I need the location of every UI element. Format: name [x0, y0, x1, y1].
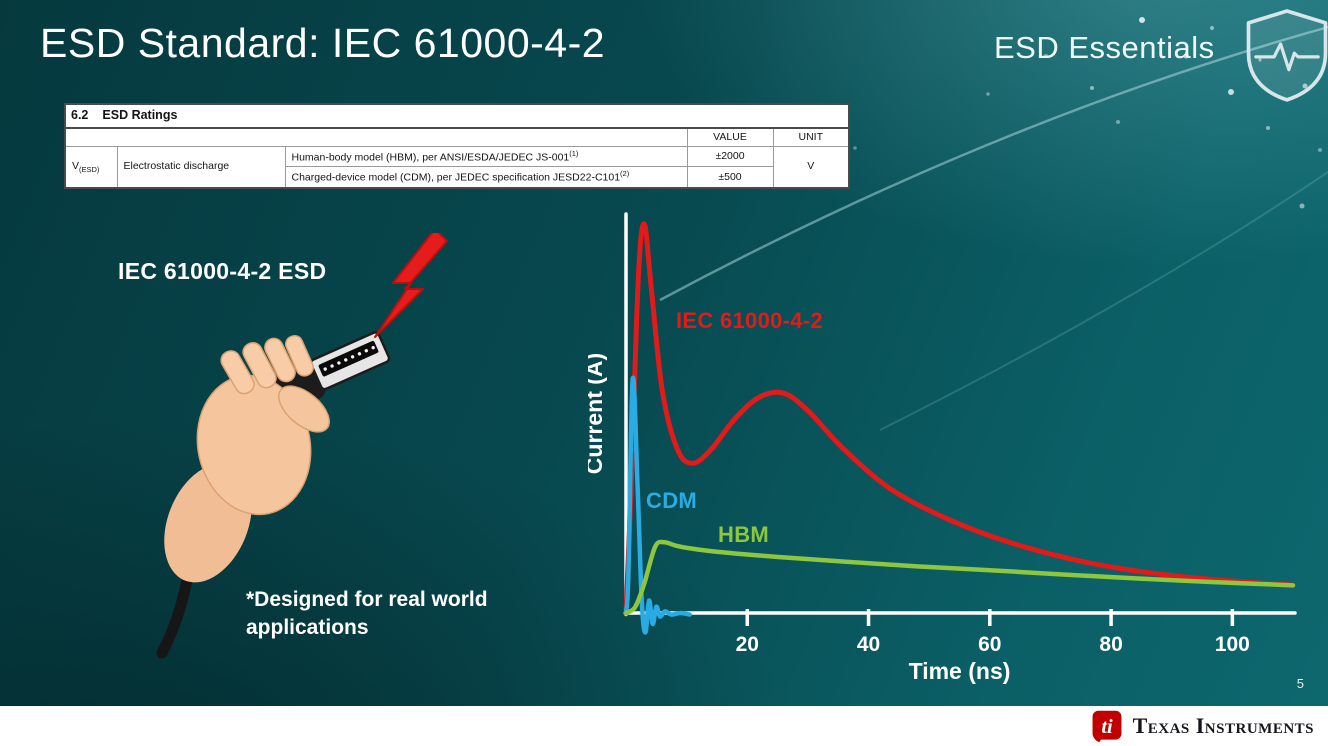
iec-esd-label: IEC 61000-4-2 ESD: [118, 258, 327, 284]
table-row: V(ESD) Electrostatic discharge Human-bod…: [64, 145, 850, 189]
hand-icon: [164, 334, 330, 583]
table-row: Charged-device model (CDM), per JEDEC sp…: [65, 166, 849, 189]
svg-text:Time (ns): Time (ns): [909, 658, 1011, 684]
svg-text:60: 60: [978, 633, 1001, 656]
series-label-cdm: CDM: [646, 488, 698, 513]
svg-text:100: 100: [1215, 633, 1250, 656]
esd-waveform-chart: 20 40 60 80 100 Time (ns) Current (A) IEC 6100…: [581, 198, 1298, 690]
brand-title: ESD Essentials: [994, 30, 1215, 65]
ti-bug-icon: ti: [1092, 710, 1122, 743]
unit-cell: V: [772, 145, 850, 189]
designed-for-real-world-note: *Designed for real world applications: [246, 588, 488, 640]
svg-text:80: 80: [1099, 633, 1122, 656]
section-number: 6.2: [71, 108, 89, 122]
svg-text:20: 20: [736, 633, 759, 656]
esd-shield-icon: [1243, 6, 1328, 109]
ti-logo: ti Texas Instruments: [1090, 709, 1314, 743]
series-label-hbm: HBM: [718, 522, 770, 547]
svg-text:ti: ti: [1101, 716, 1113, 738]
section-title: ESD Ratings: [102, 108, 178, 122]
esd-strike-illustration: [156, 233, 448, 659]
page-number: 5: [1296, 676, 1304, 691]
value-column-header: VALUE: [686, 127, 774, 147]
table-header-row: VALUE UNIT: [64, 127, 850, 147]
svg-text:40: 40: [857, 633, 880, 656]
esd-ratings-table: 6.2 ESD Ratings VALUE UNIT V(ESD) Electro…: [64, 103, 851, 189]
hbm-value-cell: ±2000: [686, 145, 774, 168]
table-section-header: 6.2 ESD Ratings: [64, 103, 850, 129]
param-symbol-cell: V(ESD): [64, 145, 118, 189]
cdm-value-cell: ±500: [686, 166, 774, 189]
param-name-cell: Electrostatic discharge: [116, 145, 286, 189]
hbm-description-cell: Human-body model (HBM), per ANSI/ESDA/JE…: [284, 145, 688, 168]
cdm-description-cell: Charged-device model (CDM), per JEDEC sp…: [284, 166, 688, 189]
footer-bar: ti Texas Instruments: [0, 706, 1328, 746]
ti-wordmark: Texas Instruments: [1132, 713, 1314, 738]
svg-text:Current (A): Current (A): [588, 353, 607, 474]
series-label-iec: IEC 61000-4-2: [676, 308, 823, 333]
chart-canvas: 20 40 60 80 100 Time (ns) Current (A): [581, 212, 1297, 684]
unit-column-header: UNIT: [772, 127, 850, 147]
lightning-bolt-icon: [374, 233, 448, 338]
page-title: ESD Standard: IEC 61000-4-2: [40, 20, 606, 66]
